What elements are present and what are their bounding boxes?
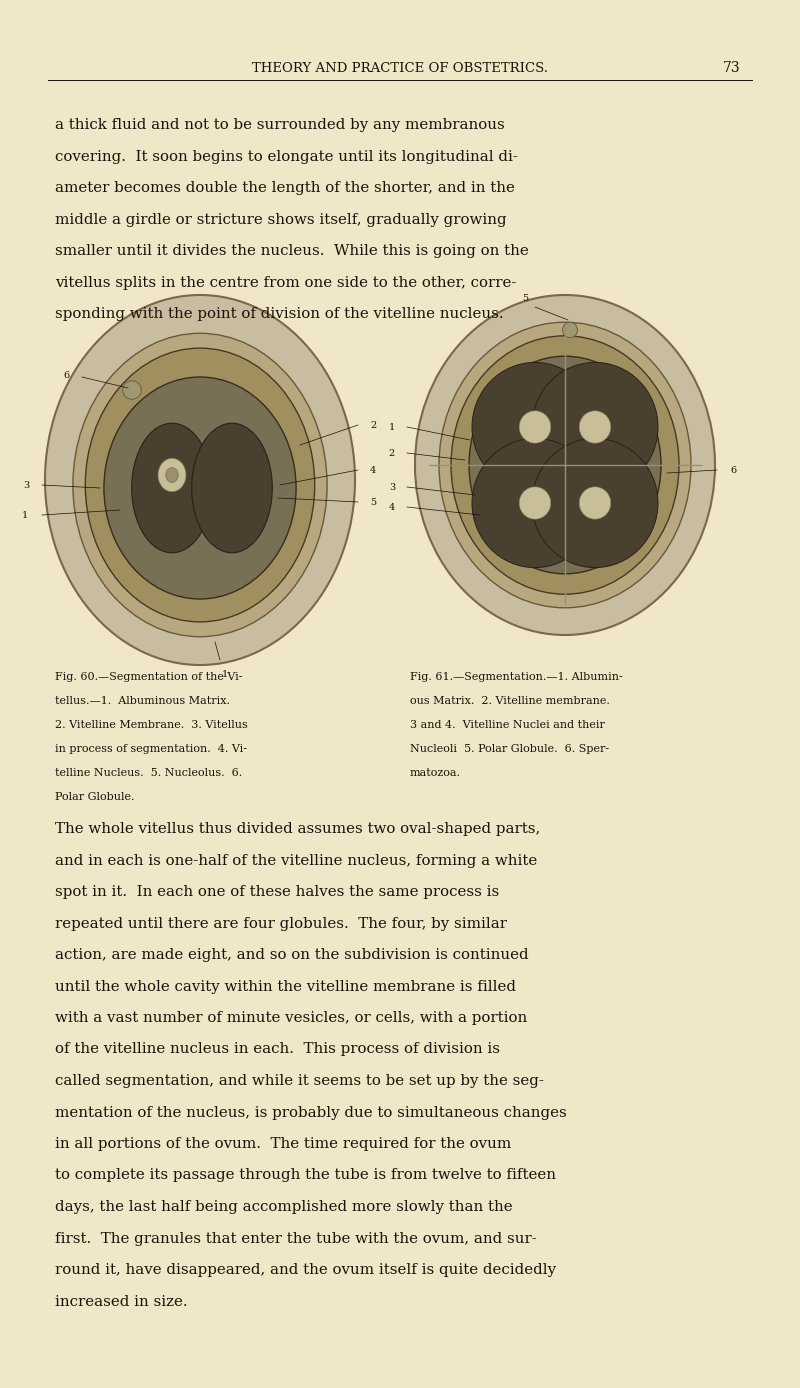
Ellipse shape: [519, 487, 550, 519]
Ellipse shape: [519, 411, 550, 443]
Text: and in each is one-half of the vitelline nucleus, forming a white: and in each is one-half of the vitelline…: [55, 854, 538, 868]
Text: middle a girdle or stricture shows itself, gradually growing: middle a girdle or stricture shows itsel…: [55, 212, 506, 226]
Text: 4: 4: [370, 465, 376, 475]
Ellipse shape: [472, 362, 598, 491]
Text: in all portions of the ovum.  The time required for the ovum: in all portions of the ovum. The time re…: [55, 1137, 511, 1151]
Ellipse shape: [439, 322, 691, 608]
Text: ameter becomes double the length of the shorter, and in the: ameter becomes double the length of the …: [55, 180, 515, 194]
Text: increased in size.: increased in size.: [55, 1295, 188, 1309]
Text: round it, have disappeared, and the ovum itself is quite decidedly: round it, have disappeared, and the ovum…: [55, 1263, 556, 1277]
Text: 6: 6: [730, 465, 736, 475]
Ellipse shape: [132, 423, 212, 552]
Ellipse shape: [158, 458, 186, 491]
Text: with a vast number of minute vesicles, or cells, with a portion: with a vast number of minute vesicles, o…: [55, 1010, 527, 1024]
Text: 1: 1: [222, 670, 228, 679]
Text: repeated until there are four globules.  The four, by similar: repeated until there are four globules. …: [55, 916, 507, 930]
Text: matozoa.: matozoa.: [410, 768, 461, 779]
Ellipse shape: [122, 380, 142, 400]
Ellipse shape: [45, 296, 355, 665]
Ellipse shape: [86, 348, 314, 622]
Ellipse shape: [579, 411, 610, 443]
Ellipse shape: [579, 487, 610, 519]
Text: a thick fluid and not to be surrounded by any membranous: a thick fluid and not to be surrounded b…: [55, 118, 505, 132]
Text: 4: 4: [389, 502, 395, 512]
Text: smaller until it divides the nucleus.  While this is going on the: smaller until it divides the nucleus. Wh…: [55, 244, 529, 258]
Text: spot in it.  In each one of these halves the same process is: spot in it. In each one of these halves …: [55, 886, 499, 899]
Ellipse shape: [192, 423, 272, 552]
Ellipse shape: [166, 468, 178, 483]
Ellipse shape: [472, 439, 598, 568]
Text: days, the last half being accomplished more slowly than the: days, the last half being accomplished m…: [55, 1201, 513, 1214]
Text: in process of segmentation.  4. Vi-: in process of segmentation. 4. Vi-: [55, 744, 247, 754]
Text: of the vitelline nucleus in each.  This process of division is: of the vitelline nucleus in each. This p…: [55, 1042, 500, 1056]
Text: 6: 6: [64, 371, 70, 379]
Text: 2: 2: [389, 448, 395, 458]
Text: 1: 1: [389, 422, 395, 432]
Ellipse shape: [532, 439, 658, 568]
Text: 3 and 4.  Vitelline Nuclei and their: 3 and 4. Vitelline Nuclei and their: [410, 720, 605, 730]
Text: 73: 73: [722, 61, 740, 75]
Text: Fig. 61.—Segmentation.—1. Albumin-: Fig. 61.—Segmentation.—1. Albumin-: [410, 672, 622, 682]
Ellipse shape: [104, 378, 296, 600]
Text: THEORY AND PRACTICE OF OBSTETRICS.: THEORY AND PRACTICE OF OBSTETRICS.: [252, 61, 548, 75]
Text: Fig. 60.—Segmentation of the Vi-: Fig. 60.—Segmentation of the Vi-: [55, 672, 242, 682]
Ellipse shape: [73, 333, 327, 637]
Text: sponding with the point of division of the vitelline nucleus.: sponding with the point of division of t…: [55, 307, 504, 321]
Text: telline Nucleus.  5. Nucleolus.  6.: telline Nucleus. 5. Nucleolus. 6.: [55, 768, 242, 779]
Ellipse shape: [451, 336, 679, 594]
Text: ous Matrix.  2. Vitelline membrane.: ous Matrix. 2. Vitelline membrane.: [410, 695, 610, 706]
Text: 5: 5: [522, 294, 528, 303]
Text: until the whole cavity within the vitelline membrane is filled: until the whole cavity within the vitell…: [55, 980, 516, 994]
Text: Polar Globule.: Polar Globule.: [55, 793, 134, 802]
Ellipse shape: [469, 357, 661, 573]
Ellipse shape: [415, 296, 715, 634]
Text: 3: 3: [24, 480, 30, 490]
Text: 5: 5: [370, 497, 376, 507]
Text: 2. Vitelline Membrane.  3. Vitellus: 2. Vitelline Membrane. 3. Vitellus: [55, 720, 248, 730]
Text: covering.  It soon begins to elongate until its longitudinal di-: covering. It soon begins to elongate unt…: [55, 150, 518, 164]
Text: tellus.—1.  Albuminous Matrix.: tellus.—1. Albuminous Matrix.: [55, 695, 230, 706]
Text: The whole vitellus thus divided assumes two oval-shaped parts,: The whole vitellus thus divided assumes …: [55, 822, 540, 836]
Text: vitellus splits in the centre from one side to the other, corre-: vitellus splits in the centre from one s…: [55, 275, 516, 290]
Text: 2: 2: [370, 421, 376, 429]
Text: called segmentation, and while it seems to be set up by the seg-: called segmentation, and while it seems …: [55, 1074, 544, 1088]
Text: mentation of the nucleus, is probably due to simultaneous changes: mentation of the nucleus, is probably du…: [55, 1105, 566, 1120]
Ellipse shape: [562, 322, 578, 337]
Text: 3: 3: [389, 483, 395, 491]
Text: first.  The granules that enter the tube with the ovum, and sur-: first. The granules that enter the tube …: [55, 1231, 537, 1245]
Text: action, are made eight, and so on the subdivision is continued: action, are made eight, and so on the su…: [55, 948, 529, 962]
Text: to complete its passage through the tube is from twelve to fifteen: to complete its passage through the tube…: [55, 1169, 556, 1183]
Ellipse shape: [532, 362, 658, 491]
Text: 1: 1: [22, 511, 28, 519]
Text: Nucleoli  5. Polar Globule.  6. Sper-: Nucleoli 5. Polar Globule. 6. Sper-: [410, 744, 609, 754]
